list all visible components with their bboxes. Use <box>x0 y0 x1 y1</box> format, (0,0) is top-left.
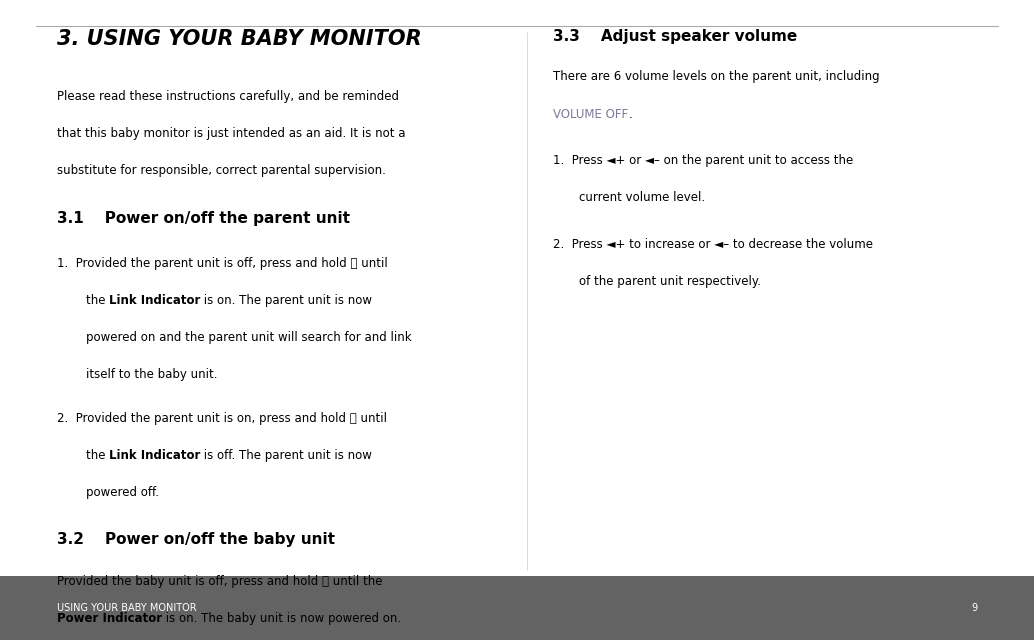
Text: that this baby monitor is just intended as an aid. It is not a: that this baby monitor is just intended … <box>57 127 405 140</box>
Text: of the parent unit respectively.: of the parent unit respectively. <box>579 275 761 288</box>
Text: 9: 9 <box>971 603 977 613</box>
Text: the: the <box>86 449 109 461</box>
Text: is off. The parent unit is now: is off. The parent unit is now <box>201 449 372 461</box>
Text: Link Indicator: Link Indicator <box>109 449 201 461</box>
Text: .: . <box>629 108 632 120</box>
Text: 3.1    Power on/off the parent unit: 3.1 Power on/off the parent unit <box>57 211 349 225</box>
Text: 1.  Provided the parent unit is off, press and hold ⏻ until: 1. Provided the parent unit is off, pres… <box>57 257 388 269</box>
Text: Provided the baby unit is off, press and hold ⏻ until the: Provided the baby unit is off, press and… <box>57 575 383 588</box>
Text: VOLUME OFF: VOLUME OFF <box>553 108 629 120</box>
Text: 3.3    Adjust speaker volume: 3.3 Adjust speaker volume <box>553 29 797 44</box>
Text: Power Indicator: Power Indicator <box>57 612 162 625</box>
Text: powered on and the parent unit will search for and link: powered on and the parent unit will sear… <box>86 331 412 344</box>
Text: 3. USING YOUR BABY MONITOR: 3. USING YOUR BABY MONITOR <box>57 29 422 49</box>
Text: substitute for responsible, correct parental supervision.: substitute for responsible, correct pare… <box>57 164 386 177</box>
Text: current volume level.: current volume level. <box>579 191 705 204</box>
Polygon shape <box>0 576 1034 640</box>
Text: itself to the baby unit.: itself to the baby unit. <box>86 368 217 381</box>
Text: 2.  Press ◄+ to increase or ◄– to decrease the volume: 2. Press ◄+ to increase or ◄– to decreas… <box>553 238 873 251</box>
Text: 2.  Provided the parent unit is on, press and hold ⏻ until: 2. Provided the parent unit is on, press… <box>57 412 387 424</box>
Text: There are 6 volume levels on the parent unit, including: There are 6 volume levels on the parent … <box>553 70 880 83</box>
Text: 1.  Press ◄+ or ◄– on the parent unit to access the: 1. Press ◄+ or ◄– on the parent unit to … <box>553 154 853 167</box>
Text: powered off.: powered off. <box>86 486 159 499</box>
Text: Link Indicator: Link Indicator <box>109 294 201 307</box>
Text: is on. The parent unit is now: is on. The parent unit is now <box>201 294 372 307</box>
Text: USING YOUR BABY MONITOR: USING YOUR BABY MONITOR <box>57 603 196 613</box>
Text: 3.2    Power on/off the baby unit: 3.2 Power on/off the baby unit <box>57 532 335 547</box>
Text: the: the <box>86 294 109 307</box>
Text: Please read these instructions carefully, and be reminded: Please read these instructions carefully… <box>57 90 399 102</box>
Text: is on. The baby unit is now powered on.: is on. The baby unit is now powered on. <box>162 612 401 625</box>
